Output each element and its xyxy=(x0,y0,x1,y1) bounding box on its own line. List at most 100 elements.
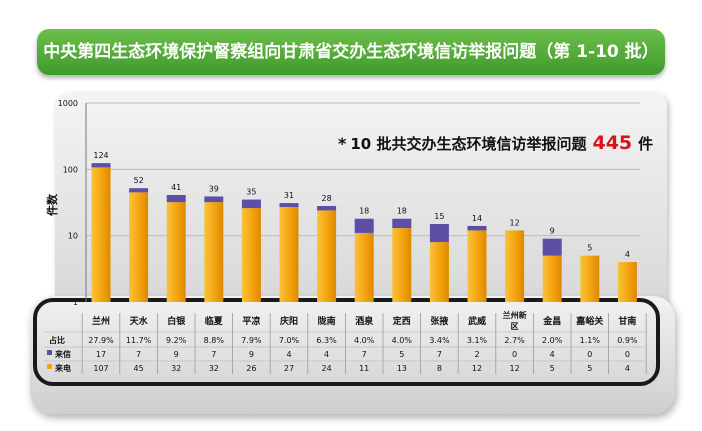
share-value: 0.9% xyxy=(617,336,638,345)
chart-title-banner: 中央第四生态环境保护督察组向甘肃省交办生态环境信访举报问题（第 1-10 批） xyxy=(37,29,665,75)
letters-value: 7 xyxy=(136,350,141,359)
row-label-letters: 来信 xyxy=(54,349,71,359)
bar-total-label: 39 xyxy=(209,184,219,193)
bar-total-label: 31 xyxy=(284,191,294,200)
category-label: 庆阳 xyxy=(279,315,298,327)
letters-value: 5 xyxy=(399,350,404,359)
bar-calls xyxy=(317,210,337,302)
letters-value: 0 xyxy=(625,350,630,359)
bar-total-label: 41 xyxy=(171,183,181,192)
letters-value: 9 xyxy=(249,350,254,359)
legend-swatch-letters xyxy=(47,350,52,355)
y-tick-label: 1000 xyxy=(58,99,78,108)
letters-value: 17 xyxy=(96,350,106,359)
bar-calls xyxy=(204,202,224,302)
letters-value: 4 xyxy=(286,350,291,359)
category-label: 区 xyxy=(511,322,519,331)
share-value: 6.3% xyxy=(316,336,337,345)
letters-value: 4 xyxy=(550,350,555,359)
y-axis-label: 件数 xyxy=(45,193,59,216)
y-tick-label: 1 xyxy=(73,298,78,307)
category-label: 陇南 xyxy=(318,315,336,327)
category-label: 定西 xyxy=(392,315,411,327)
bar-total-label: 18 xyxy=(397,207,407,216)
share-value: 27.9% xyxy=(88,336,114,345)
bar-total-label: 52 xyxy=(134,176,144,185)
category-label: 金昌 xyxy=(542,315,561,327)
calls-value: 26 xyxy=(246,364,256,373)
category-label: 天水 xyxy=(130,315,149,327)
bar-letters xyxy=(204,196,224,203)
bar-calls xyxy=(392,228,412,302)
category-label: 酒泉 xyxy=(355,315,374,327)
calls-value: 11 xyxy=(359,364,369,373)
calls-value: 32 xyxy=(171,364,181,373)
bar-letters xyxy=(91,163,111,168)
category-label: 嘉峪关 xyxy=(575,315,603,327)
share-value: 3.1% xyxy=(467,336,488,345)
share-value: 4.0% xyxy=(392,336,413,345)
calls-value: 12 xyxy=(472,364,482,373)
share-value: 3.4% xyxy=(429,336,450,345)
bar-letters xyxy=(279,203,299,208)
share-value: 1.1% xyxy=(580,336,601,345)
bar-calls xyxy=(354,232,374,302)
bar-total-label: 5 xyxy=(587,244,592,253)
bar-total-label: 12 xyxy=(510,218,520,227)
letters-value: 7 xyxy=(211,350,216,359)
legend-swatch-calls xyxy=(47,364,52,369)
calls-value: 12 xyxy=(510,364,520,373)
table-panel xyxy=(30,296,675,414)
bar-calls xyxy=(505,230,525,302)
letters-value: 0 xyxy=(512,350,517,359)
bar-calls xyxy=(279,207,299,302)
letters-value: 0 xyxy=(587,350,592,359)
letters-value: 2 xyxy=(474,350,479,359)
calls-value: 45 xyxy=(134,364,144,373)
calls-value: 32 xyxy=(209,364,219,373)
callout-total: 445 xyxy=(592,132,633,154)
callout-text: 10 批共交办生态环境信访举报问题 xyxy=(350,135,587,153)
bar-calls xyxy=(617,262,637,302)
share-value: 7.0% xyxy=(279,336,300,345)
calls-value: 5 xyxy=(550,364,555,373)
table-frame xyxy=(33,298,660,386)
bar-letters xyxy=(129,188,149,193)
bar-total-label: 124 xyxy=(93,151,108,160)
bar-calls xyxy=(91,167,111,302)
bar-letters xyxy=(166,195,186,203)
calls-value: 4 xyxy=(625,364,630,373)
category-label: 兰州新 xyxy=(503,310,527,320)
calls-value: 107 xyxy=(93,364,108,373)
bar-letters xyxy=(542,238,562,256)
category-label: 白银 xyxy=(167,315,186,327)
category-label: 临夏 xyxy=(205,315,224,327)
bar-letters xyxy=(354,218,374,233)
bar-total-label: 18 xyxy=(359,207,369,216)
star-icon: * xyxy=(338,134,347,153)
calls-value: 24 xyxy=(322,364,332,373)
callout-unit: 件 xyxy=(638,135,654,153)
y-tick-label: 100 xyxy=(63,165,78,174)
row-label-share: 占比 xyxy=(49,335,65,345)
row-label-calls: 来电 xyxy=(54,363,71,373)
share-value: 9.2% xyxy=(166,336,187,345)
bar-total-label: 15 xyxy=(434,212,444,221)
category-label: 甘南 xyxy=(618,315,636,327)
bar-letters xyxy=(392,218,412,229)
bar-calls xyxy=(467,230,487,302)
bar-letters xyxy=(467,225,487,231)
letters-value: 7 xyxy=(437,350,442,359)
share-value: 2.0% xyxy=(542,336,563,345)
total-callout: * 10 批共交办生态环境信访举报问题 445 件 xyxy=(338,132,653,154)
calls-value: 13 xyxy=(397,364,407,373)
bar-calls xyxy=(166,202,186,302)
bar-letters xyxy=(429,223,449,243)
bar-total-label: 4 xyxy=(625,250,630,259)
bar-calls xyxy=(129,192,149,302)
calls-value: 5 xyxy=(587,364,592,373)
calls-value: 27 xyxy=(284,364,294,373)
category-label: 兰州 xyxy=(92,315,110,327)
share-value: 11.7% xyxy=(126,336,152,345)
